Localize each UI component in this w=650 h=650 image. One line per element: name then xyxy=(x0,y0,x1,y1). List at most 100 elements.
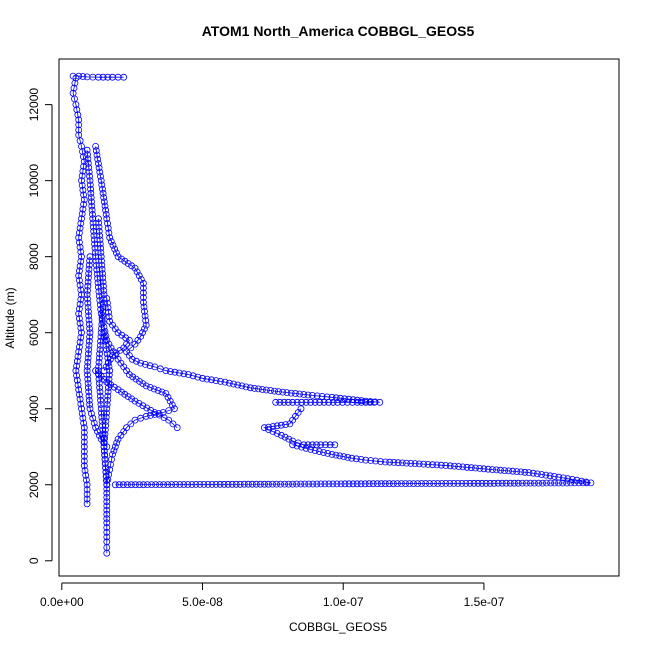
data-point xyxy=(95,160,102,167)
data-point xyxy=(393,480,401,488)
data-point xyxy=(97,337,104,345)
data-point xyxy=(302,398,310,406)
data-point xyxy=(296,390,304,398)
data-point xyxy=(121,390,129,398)
data-point xyxy=(162,367,170,375)
data-point xyxy=(76,262,84,270)
data-point xyxy=(381,480,389,488)
data-point xyxy=(362,456,370,464)
data-point xyxy=(329,398,337,406)
data-point xyxy=(555,479,562,487)
data-point xyxy=(75,310,83,318)
data-point xyxy=(83,146,91,154)
data-point xyxy=(102,413,110,421)
data-point xyxy=(86,253,94,261)
x-axis-label: COBBGL_GEOS5 xyxy=(289,620,387,634)
data-point xyxy=(98,181,106,189)
data-point xyxy=(158,388,166,396)
data-point xyxy=(127,344,135,352)
data-point xyxy=(80,162,87,170)
data-point xyxy=(106,466,114,474)
data-point xyxy=(109,450,116,458)
data-point xyxy=(85,341,93,349)
data-point xyxy=(85,261,93,269)
data-point xyxy=(321,441,329,449)
data-point xyxy=(95,215,102,223)
data-point xyxy=(80,462,88,470)
data-point xyxy=(99,73,107,81)
data-point xyxy=(72,367,80,375)
data-point xyxy=(300,391,308,398)
data-point xyxy=(133,268,141,276)
data-point xyxy=(80,424,88,432)
data-point xyxy=(550,472,558,480)
data-point xyxy=(105,313,113,321)
data-point xyxy=(86,325,93,332)
data-point xyxy=(127,420,135,428)
data-point xyxy=(103,409,110,417)
data-point xyxy=(203,375,211,383)
data-point xyxy=(103,350,111,358)
y-axis-label: Altitude (m) xyxy=(3,287,17,348)
data-point xyxy=(85,274,92,282)
series-line xyxy=(72,77,88,504)
data-point xyxy=(168,401,176,409)
data-point xyxy=(216,480,224,488)
data-point xyxy=(85,388,93,396)
data-point xyxy=(103,443,111,451)
data-point xyxy=(104,396,111,404)
data-point xyxy=(83,476,90,484)
data-point xyxy=(76,300,84,308)
data-point xyxy=(433,461,441,469)
data-point xyxy=(100,198,108,206)
data-point xyxy=(454,479,462,487)
data-point xyxy=(132,357,140,365)
data-point xyxy=(75,386,83,394)
data-point xyxy=(200,480,208,488)
x-tick-label: 5.0e-08 xyxy=(182,595,223,609)
data-point xyxy=(188,481,196,488)
data-point xyxy=(316,398,324,406)
data-point xyxy=(84,375,92,383)
data-point xyxy=(76,391,83,398)
data-point xyxy=(80,429,88,436)
data-point xyxy=(146,362,154,370)
data-point xyxy=(293,480,301,488)
data-point xyxy=(141,307,148,315)
data-point xyxy=(124,393,132,401)
data-point xyxy=(95,354,103,362)
data-point xyxy=(204,480,212,488)
data-point xyxy=(83,500,91,508)
data-point xyxy=(313,480,321,488)
data-point xyxy=(89,219,97,227)
data-point xyxy=(328,450,336,458)
data-point xyxy=(476,464,484,472)
data-point xyxy=(141,360,149,368)
data-point xyxy=(77,257,85,265)
data-point xyxy=(80,443,88,451)
data-point xyxy=(100,291,108,299)
data-point xyxy=(199,374,206,382)
data-point xyxy=(98,417,106,425)
data-point xyxy=(517,468,525,476)
data-point xyxy=(326,441,334,449)
data-point xyxy=(79,205,87,213)
data-point xyxy=(92,142,99,150)
data-point xyxy=(304,391,312,399)
data-point xyxy=(394,459,402,467)
data-point xyxy=(91,249,99,256)
data-point xyxy=(100,287,108,294)
data-point xyxy=(97,244,104,252)
data-point xyxy=(313,392,321,400)
data-point xyxy=(78,253,85,261)
data-point xyxy=(113,249,120,257)
data-point xyxy=(376,398,384,406)
data-point xyxy=(84,287,91,294)
data-point xyxy=(377,480,385,488)
data-point xyxy=(194,373,202,381)
data-point xyxy=(102,472,110,480)
data-point xyxy=(78,177,85,185)
data-point xyxy=(102,210,110,218)
data-point xyxy=(84,278,92,286)
data-point xyxy=(131,340,139,348)
